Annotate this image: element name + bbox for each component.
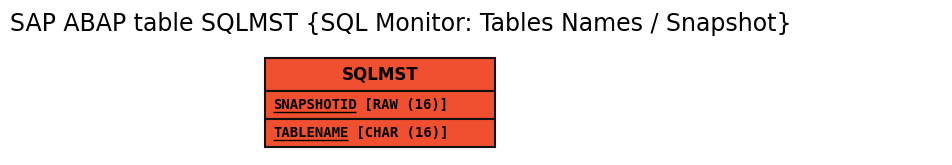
Text: SNAPSHOTID: SNAPSHOTID [272,98,356,112]
Bar [265,119,494,147]
Text: [RAW (16)]: [RAW (16)] [356,98,448,112]
Text: TABLENAME: TABLENAME [272,126,348,140]
Bar [265,58,494,91]
Bar [265,91,494,119]
Text: SQLMST: SQLMST [341,66,418,83]
Text: [CHAR (16)]: [CHAR (16)] [347,126,448,140]
Text: SAP ABAP table SQLMST {SQL Monitor: Tables Names / Snapshot}: SAP ABAP table SQLMST {SQL Monitor: Tabl… [10,12,791,36]
